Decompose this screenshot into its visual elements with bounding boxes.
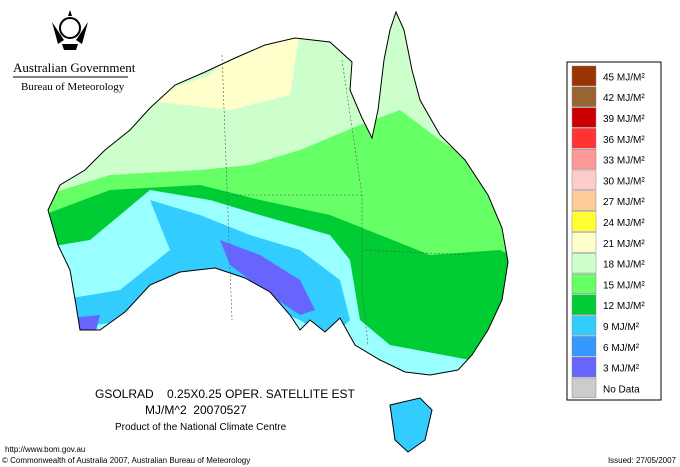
legend-swatch: [571, 128, 597, 149]
legend-swatch: [571, 65, 597, 87]
footer-url: http://www.bom.gov.au: [5, 445, 85, 454]
legend-label: 45 MJ/M²: [603, 72, 645, 83]
legend-swatch: [571, 252, 597, 274]
government-name: Australian Government: [13, 60, 136, 75]
legend-label: 15 MJ/M²: [603, 280, 645, 291]
footer-copyright: © Commonwealth of Australia 2007, Austra…: [2, 456, 250, 465]
legend-label: 21 MJ/M²: [603, 239, 645, 250]
legend-label: 3 MJ/M²: [603, 364, 640, 375]
legend-label: 6 MJ/M²: [603, 343, 640, 354]
legend-swatch: [571, 86, 597, 107]
legend-swatch: [571, 211, 597, 232]
legend-label: 33 MJ/M²: [603, 156, 645, 167]
legend-swatch: [571, 315, 597, 336]
legend-label: 24 MJ/M²: [603, 218, 645, 229]
legend-label: 39 MJ/M²: [603, 114, 645, 125]
product-title: GSOLRAD 0.25X0.25 OPER. SATELLITE EST: [95, 387, 356, 401]
legend-swatch: [571, 336, 597, 357]
legend-label: 12 MJ/M²: [603, 301, 645, 312]
legend-swatch: [571, 356, 597, 378]
legend-label: 9 MJ/M²: [603, 322, 640, 333]
legend-label: 36 MJ/M²: [603, 135, 645, 146]
legend-swatch: [571, 294, 597, 315]
legend: 45 MJ/M² 42 MJ/M² 39 MJ/M² 36 MJ/M² 33 MJ/M²…: [571, 65, 645, 399]
product-units-date: MJ/M^2 20070527: [145, 403, 247, 417]
product-credit: Product of the National Climate Centre: [115, 422, 287, 433]
legend-label: 18 MJ/M²: [603, 260, 645, 271]
legend-swatch: [571, 232, 597, 253]
coastline: [47, 10, 509, 453]
legend-label: 27 MJ/M²: [603, 197, 645, 208]
agency-name: Bureau of Meteorology: [21, 81, 125, 93]
footer-issued: Issued: 27/05/2007: [608, 456, 677, 465]
legend-swatch: [571, 169, 597, 191]
legend-swatch: [571, 148, 597, 170]
crest: [52, 10, 88, 50]
legend-label: 42 MJ/M²: [603, 93, 645, 104]
legend-label: 30 MJ/M²: [603, 176, 645, 187]
legend-label: No Data: [603, 384, 640, 395]
legend-swatch: [571, 273, 597, 295]
legend-swatch: [571, 377, 597, 399]
legend-swatch: [571, 107, 597, 128]
legend-swatch: [571, 190, 597, 211]
